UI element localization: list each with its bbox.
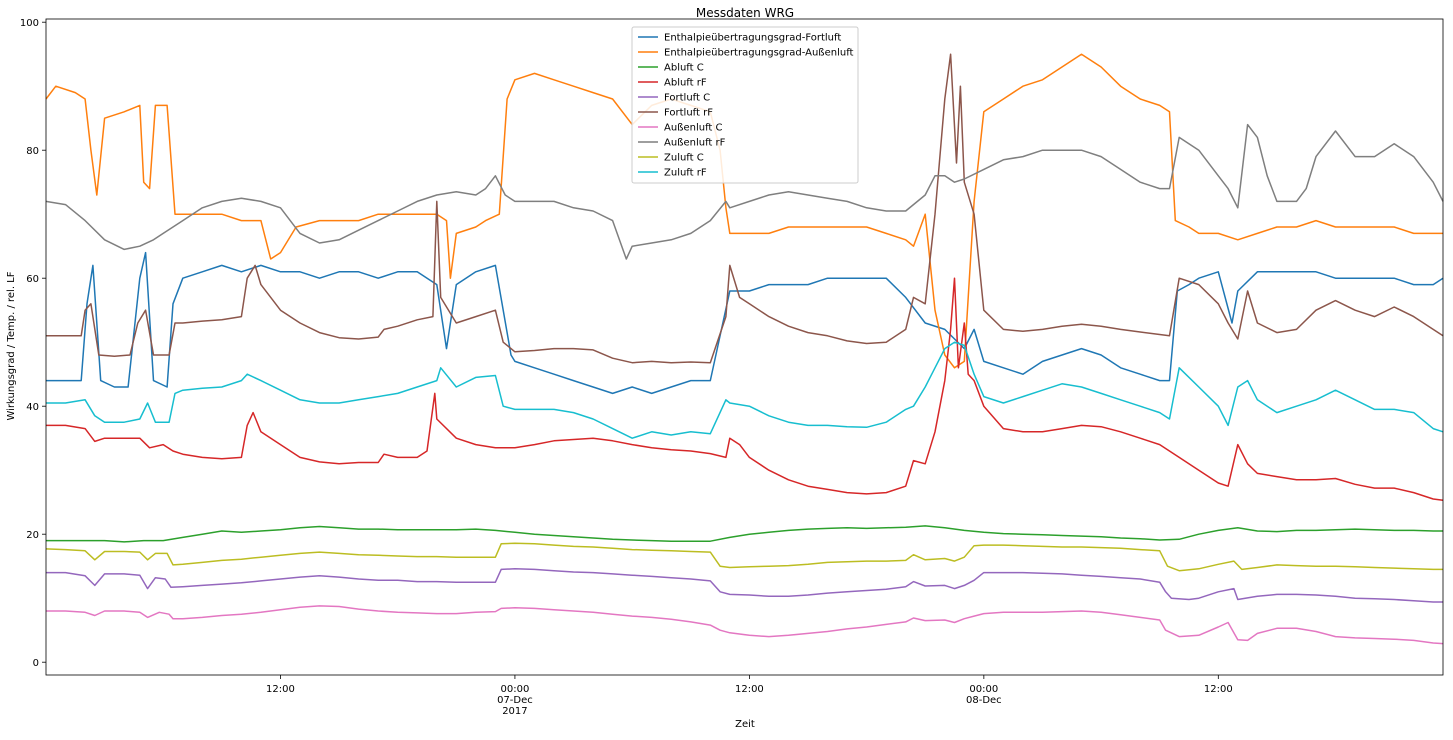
y-axis-label: Wirkungsgrad / Temp. / rel. LF: [6, 271, 17, 420]
legend-box: [631, 26, 859, 184]
legend-label-2: Abluft C: [664, 63, 704, 74]
y-tick-label: 0: [33, 658, 39, 669]
plot-frame: [45, 18, 1444, 676]
series-line-4: [46, 568, 1443, 603]
x-tick-label: 00:00: [969, 684, 998, 695]
series-line-2: [46, 525, 1443, 543]
legend-label-1: Enthalpieübertragungsgrad-Außenluft: [664, 48, 854, 59]
x-axis-label: Zeit: [735, 719, 755, 730]
y-tick-label: 20: [26, 530, 39, 541]
legend-label-4: Fortluft C: [664, 93, 710, 104]
legend-label-3: Abluft rF: [664, 78, 707, 89]
series-layer: [45, 53, 1444, 645]
x-tick-label: 2017: [502, 706, 527, 717]
legend-label-8: Zuluft C: [664, 153, 704, 164]
series-line-9: [46, 341, 1444, 439]
legend-label-5: Fortluft rF: [664, 108, 713, 119]
x-tick-label: 12:00: [1204, 684, 1233, 695]
y-tick-label: 40: [26, 402, 39, 413]
x-tick-label: 12:00: [266, 684, 295, 695]
y-tick-label: 60: [26, 274, 39, 285]
series-line-6: [46, 605, 1444, 645]
x-tick-label: 12:00: [735, 684, 764, 695]
series-line-5: [46, 53, 1444, 364]
legend-label-7: Außenluft rF: [664, 138, 726, 149]
legend-label-6: Außenluft C: [664, 123, 723, 134]
y-tick-label: 100: [20, 18, 39, 29]
legend-label-9: Zuluft rF: [664, 168, 707, 179]
legend-label-0: Enthalpieübertragungsgrad-Fortluft: [664, 33, 841, 44]
x-tick-label: 08-Dec: [966, 695, 1002, 706]
series-line-3: [46, 277, 1444, 502]
x-tick-label: 00:00: [501, 684, 530, 695]
legend: Enthalpieübertragungsgrad-Fortluft Enthal…: [631, 26, 859, 184]
series-line-7: [45, 123, 1444, 260]
series-line-8: [45, 542, 1443, 572]
x-tick-label: 07-Dec: [497, 695, 533, 706]
chart-title: Messdaten WRG: [696, 6, 794, 20]
series-line-0: [46, 251, 1444, 395]
y-tick-label: 80: [26, 146, 39, 157]
